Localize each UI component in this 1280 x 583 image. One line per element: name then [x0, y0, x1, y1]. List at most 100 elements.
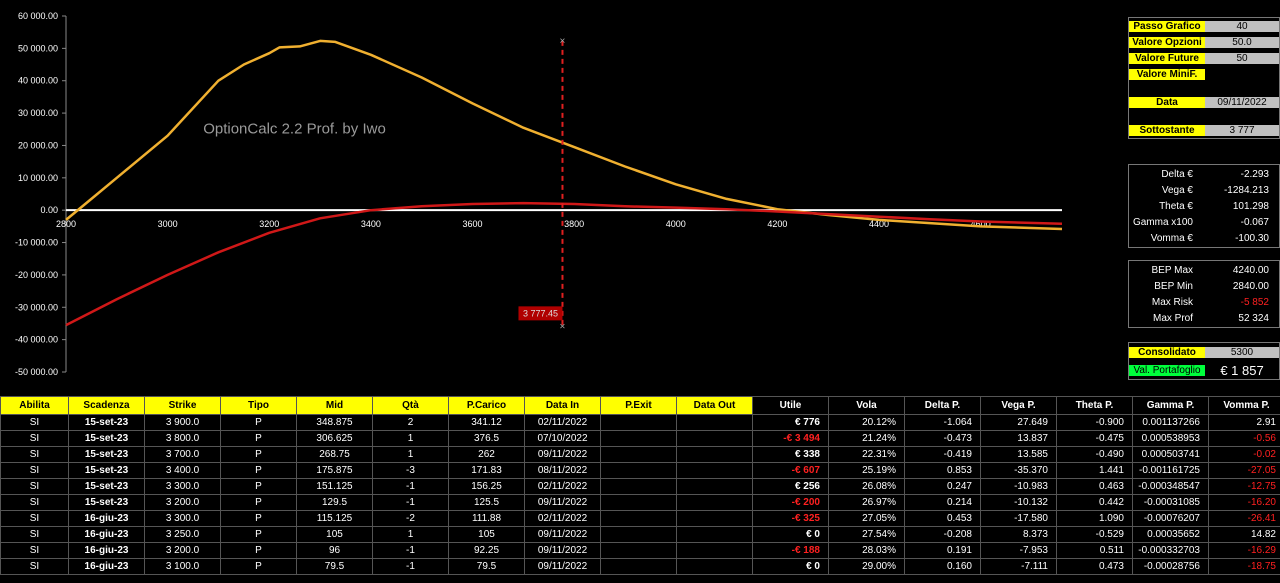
table-cell[interactable]: SI	[0, 558, 69, 575]
table-cell[interactable]	[600, 446, 677, 463]
table-cell[interactable]: -7.953	[980, 542, 1057, 559]
table-cell[interactable]: 09/11/2022	[524, 526, 601, 543]
table-cell[interactable]: -€ 325	[752, 510, 829, 527]
table-cell[interactable]: 15-set-23	[68, 494, 145, 511]
table-cell[interactable]: -€ 188	[752, 542, 829, 559]
table-cell[interactable]: 02/11/2022	[524, 478, 601, 495]
table-row[interactable]: SI 15-set-23 3 900.0 P 348.875 2 341.12 02/11/2…	[0, 414, 1280, 431]
table-cell[interactable]: 156.25	[448, 478, 525, 495]
table-cell[interactable]	[600, 414, 677, 431]
table-cell[interactable]: 02/11/2022	[524, 414, 601, 431]
column-header[interactable]: Data Out	[676, 396, 753, 415]
table-cell[interactable]: 175.875	[296, 462, 373, 479]
table-cell[interactable]: P	[220, 510, 297, 527]
table-cell[interactable]: -0.00031085	[1132, 494, 1209, 511]
table-cell[interactable]: -0.001161725	[1132, 462, 1209, 479]
column-header[interactable]: Vomma P.	[1208, 396, 1280, 415]
table-cell[interactable]: -10.983	[980, 478, 1057, 495]
table-cell[interactable]: 3 700.0	[144, 446, 221, 463]
table-cell[interactable]: € 338	[752, 446, 829, 463]
table-cell[interactable]: 0.853	[904, 462, 981, 479]
table-cell[interactable]: 26.08%	[828, 478, 905, 495]
table-cell[interactable]: 2.91	[1208, 414, 1280, 431]
table-cell[interactable]: 3 800.0	[144, 430, 221, 447]
table-cell[interactable]	[676, 494, 753, 511]
valore-opzioni-input[interactable]: 50.0	[1205, 36, 1279, 48]
table-cell[interactable]: -0.208	[904, 526, 981, 543]
table-cell[interactable]: 3 300.0	[144, 510, 221, 527]
table-cell[interactable]: 26.97%	[828, 494, 905, 511]
table-cell[interactable]	[676, 558, 753, 575]
table-cell[interactable]: -17.580	[980, 510, 1057, 527]
table-cell[interactable]: 16-giu-23	[68, 542, 145, 559]
table-cell[interactable]: 3 900.0	[144, 414, 221, 431]
table-row[interactable]: SI 15-set-23 3 400.0 P 175.875 -3 171.83 08/11/…	[0, 462, 1280, 479]
table-cell[interactable]: 105	[448, 526, 525, 543]
table-cell[interactable]: -1	[372, 558, 449, 575]
table-cell[interactable]: -12.75	[1208, 478, 1280, 495]
table-cell[interactable]: 02/11/2022	[524, 510, 601, 527]
table-cell[interactable]: 15-set-23	[68, 462, 145, 479]
table-cell[interactable]: 13.837	[980, 430, 1057, 447]
table-cell[interactable]: SI	[0, 478, 69, 495]
table-cell[interactable]: P	[220, 526, 297, 543]
table-row[interactable]: SI 15-set-23 3 200.0 P 129.5 -1 125.5 09/11/202…	[0, 494, 1280, 511]
table-cell[interactable]: P	[220, 542, 297, 559]
table-cell[interactable]: 1.090	[1056, 510, 1133, 527]
table-cell[interactable]: 13.585	[980, 446, 1057, 463]
table-cell[interactable]: SI	[0, 414, 69, 431]
table-cell[interactable]: -1.064	[904, 414, 981, 431]
column-header[interactable]: Abilita	[0, 396, 69, 415]
table-cell[interactable]: 25.19%	[828, 462, 905, 479]
table-cell[interactable]: 0.191	[904, 542, 981, 559]
table-cell[interactable]: 96	[296, 542, 373, 559]
table-cell[interactable]: SI	[0, 430, 69, 447]
table-cell[interactable]: 262	[448, 446, 525, 463]
table-cell[interactable]: 129.5	[296, 494, 373, 511]
table-cell[interactable]: 2	[372, 414, 449, 431]
table-cell[interactable]: -1	[372, 542, 449, 559]
table-cell[interactable]	[676, 526, 753, 543]
table-cell[interactable]: P	[220, 430, 297, 447]
table-cell[interactable]: -7.111	[980, 558, 1057, 575]
table-cell[interactable]	[600, 526, 677, 543]
table-cell[interactable]: 341.12	[448, 414, 525, 431]
table-cell[interactable]: 115.125	[296, 510, 373, 527]
table-cell[interactable]: 0.214	[904, 494, 981, 511]
table-cell[interactable]: -€ 200	[752, 494, 829, 511]
table-cell[interactable]: -0.473	[904, 430, 981, 447]
table-cell[interactable]: -0.419	[904, 446, 981, 463]
table-row[interactable]: SI 15-set-23 3 800.0 P 306.625 1 376.5 07/10/20…	[0, 430, 1280, 447]
table-cell[interactable]: € 776	[752, 414, 829, 431]
table-cell[interactable]	[600, 542, 677, 559]
table-cell[interactable]: 15-set-23	[68, 430, 145, 447]
table-cell[interactable]: -0.900	[1056, 414, 1133, 431]
table-cell[interactable]: -0.490	[1056, 446, 1133, 463]
table-cell[interactable]: -€ 607	[752, 462, 829, 479]
table-cell[interactable]	[676, 542, 753, 559]
table-cell[interactable]: 0.511	[1056, 542, 1133, 559]
table-cell[interactable]: -18.75	[1208, 558, 1280, 575]
table-cell[interactable]: 1	[372, 526, 449, 543]
table-cell[interactable]	[676, 478, 753, 495]
table-cell[interactable]: 3 300.0	[144, 478, 221, 495]
table-cell[interactable]: 3 400.0	[144, 462, 221, 479]
table-cell[interactable]: € 0	[752, 526, 829, 543]
table-row[interactable]: SI 16-giu-23 3 200.0 P 96 -1 92.25 09/11/2022 -€…	[0, 542, 1280, 559]
column-header[interactable]: Utile	[752, 396, 829, 415]
table-cell[interactable]: 14.82	[1208, 526, 1280, 543]
table-row[interactable]: SI 16-giu-23 3 300.0 P 115.125 -2 111.88 02/11/…	[0, 510, 1280, 527]
table-cell[interactable]: 0.453	[904, 510, 981, 527]
column-header[interactable]: Theta P.	[1056, 396, 1133, 415]
table-cell[interactable]: € 0	[752, 558, 829, 575]
column-header[interactable]: Strike	[144, 396, 221, 415]
table-cell[interactable]: -0.00028756	[1132, 558, 1209, 575]
table-cell[interactable]: P	[220, 446, 297, 463]
table-cell[interactable]: 29.00%	[828, 558, 905, 575]
table-cell[interactable]: P	[220, 478, 297, 495]
column-header[interactable]: Data In	[524, 396, 601, 415]
table-cell[interactable]: 22.31%	[828, 446, 905, 463]
table-cell[interactable]	[600, 510, 677, 527]
table-cell[interactable]: -1	[372, 478, 449, 495]
column-header[interactable]: Vega P.	[980, 396, 1057, 415]
